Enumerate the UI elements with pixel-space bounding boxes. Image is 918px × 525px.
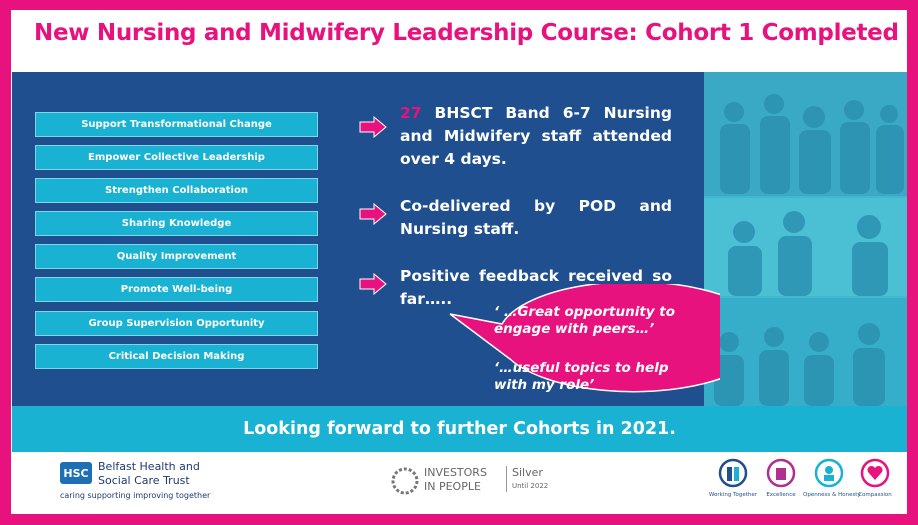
title: New Nursing and Midwifery Leadership Cou… (34, 20, 899, 46)
quote: ‘…useful topics to help with my role’ (494, 360, 669, 393)
banner: Looking forward to further Cohorts in 20… (12, 406, 907, 452)
value-label: Compassion (858, 492, 892, 498)
value-icon (766, 458, 796, 488)
quote: ‘ …Great opportunity to engage with peer… (494, 304, 676, 337)
aim-box: Group Supervision Opportunity (35, 311, 318, 336)
value-label: Working Together (708, 492, 758, 498)
aim-box: Strengthen Collaboration (35, 178, 318, 203)
iip-level: Silver (512, 466, 543, 479)
iip-text: INVESTORS (424, 466, 487, 479)
bullet: Positive feedback received so far….. (400, 265, 672, 311)
value-icon (814, 458, 844, 488)
value-icon (718, 458, 748, 488)
speech-bubble (449, 284, 720, 393)
bullet: 27 BHSCT Band 6-7 Nursing and Midwifery … (400, 102, 672, 171)
iip-until: Until 2022 (512, 482, 549, 490)
bullet-text: BHSCT Band 6-7 Nursing and Midwifery sta… (400, 104, 672, 168)
iip-text: IN PEOPLE (424, 480, 481, 493)
bullet-text: Positive feedback received so far….. (400, 267, 672, 308)
aim-box: Empower Collective Leadership (35, 145, 318, 170)
trust-name: Social Care Trust (98, 474, 190, 487)
aim-box: Support Transformational Change (35, 112, 318, 137)
trust-tagline: caring supporting improving together (60, 491, 211, 500)
trust-name: Belfast Health and (98, 460, 200, 473)
bullet-text: Co-delivered by POD and Nursing staff. (400, 197, 672, 238)
value-label: Openness & Honesty (803, 492, 861, 498)
value-label: Excellence (766, 492, 796, 498)
bullet-arrow (359, 116, 387, 138)
aim-box: Sharing Knowledge (35, 211, 318, 236)
bullet-arrow (359, 203, 387, 225)
bullet: Co-delivered by POD and Nursing staff. (400, 195, 672, 241)
aim-box: Promote Well-being (35, 277, 318, 302)
aim-box: Quality Improvement (35, 244, 318, 269)
divider (506, 466, 507, 492)
highlight-number: 27 (400, 104, 422, 122)
aim-box: Critical Decision Making (35, 344, 318, 369)
bullet-arrow (359, 273, 387, 295)
value-icon (860, 458, 890, 488)
hsc-badge: HSC (60, 462, 92, 484)
photo-collage (704, 72, 907, 406)
iip-wreath (391, 467, 419, 495)
